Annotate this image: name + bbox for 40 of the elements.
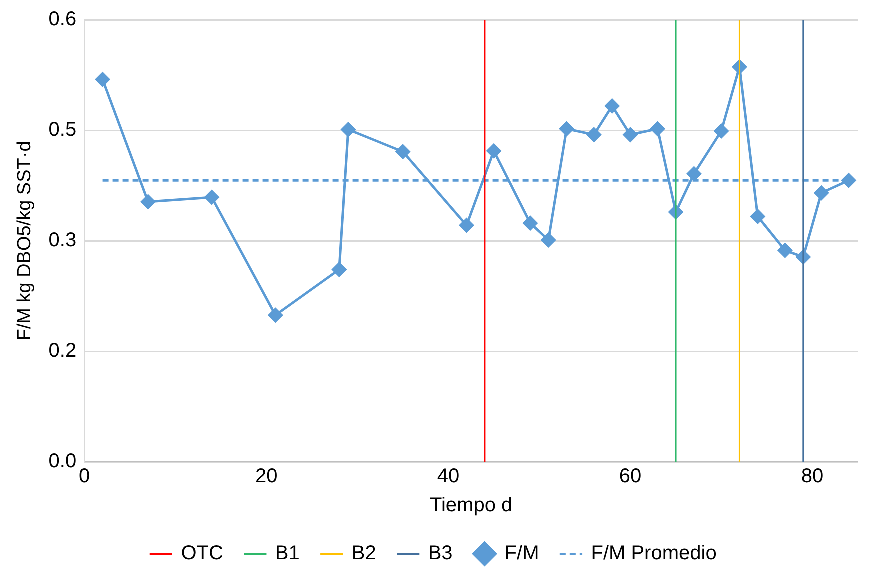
y-tick-label: 0.6 xyxy=(48,8,77,31)
point xyxy=(523,216,538,231)
x-axis-title: Tiempo d xyxy=(430,494,513,517)
legend-label: OTC xyxy=(181,542,224,565)
legend-label: B2 xyxy=(352,542,376,565)
y-axis-title: F/M kg DBO5/kg SST·d xyxy=(14,141,36,341)
y-tick-label: 0.3 xyxy=(48,230,77,252)
point xyxy=(623,128,638,142)
point xyxy=(141,194,156,210)
point xyxy=(332,262,347,277)
legend-label: F/M Promedio xyxy=(591,542,717,565)
legend-label: B3 xyxy=(428,542,453,565)
point xyxy=(750,209,766,224)
point xyxy=(814,186,829,200)
point xyxy=(268,308,283,323)
point xyxy=(650,122,666,136)
legend-label: F/M xyxy=(504,542,540,565)
x-tick-label: 60 xyxy=(619,466,642,488)
point xyxy=(541,233,556,248)
point xyxy=(605,98,620,114)
y-tick-label: 0.2 xyxy=(48,340,77,362)
point xyxy=(96,72,110,87)
point xyxy=(560,122,574,136)
y-tick-label: 0.0 xyxy=(48,450,77,473)
legend-label: B1 xyxy=(275,542,300,565)
point xyxy=(778,243,792,258)
point xyxy=(486,144,502,158)
point xyxy=(714,124,729,138)
x-tick-label: 40 xyxy=(437,466,460,488)
point xyxy=(686,166,702,182)
point xyxy=(586,128,602,142)
point xyxy=(842,173,856,188)
point xyxy=(341,122,356,138)
x-tick-label: 20 xyxy=(255,466,278,488)
point xyxy=(460,218,474,233)
point xyxy=(204,190,220,205)
x-tick-label: 80 xyxy=(801,466,824,488)
point xyxy=(396,144,410,160)
x-tick-label: 0 xyxy=(79,466,90,488)
y-tick-label: 0.5 xyxy=(48,119,77,142)
